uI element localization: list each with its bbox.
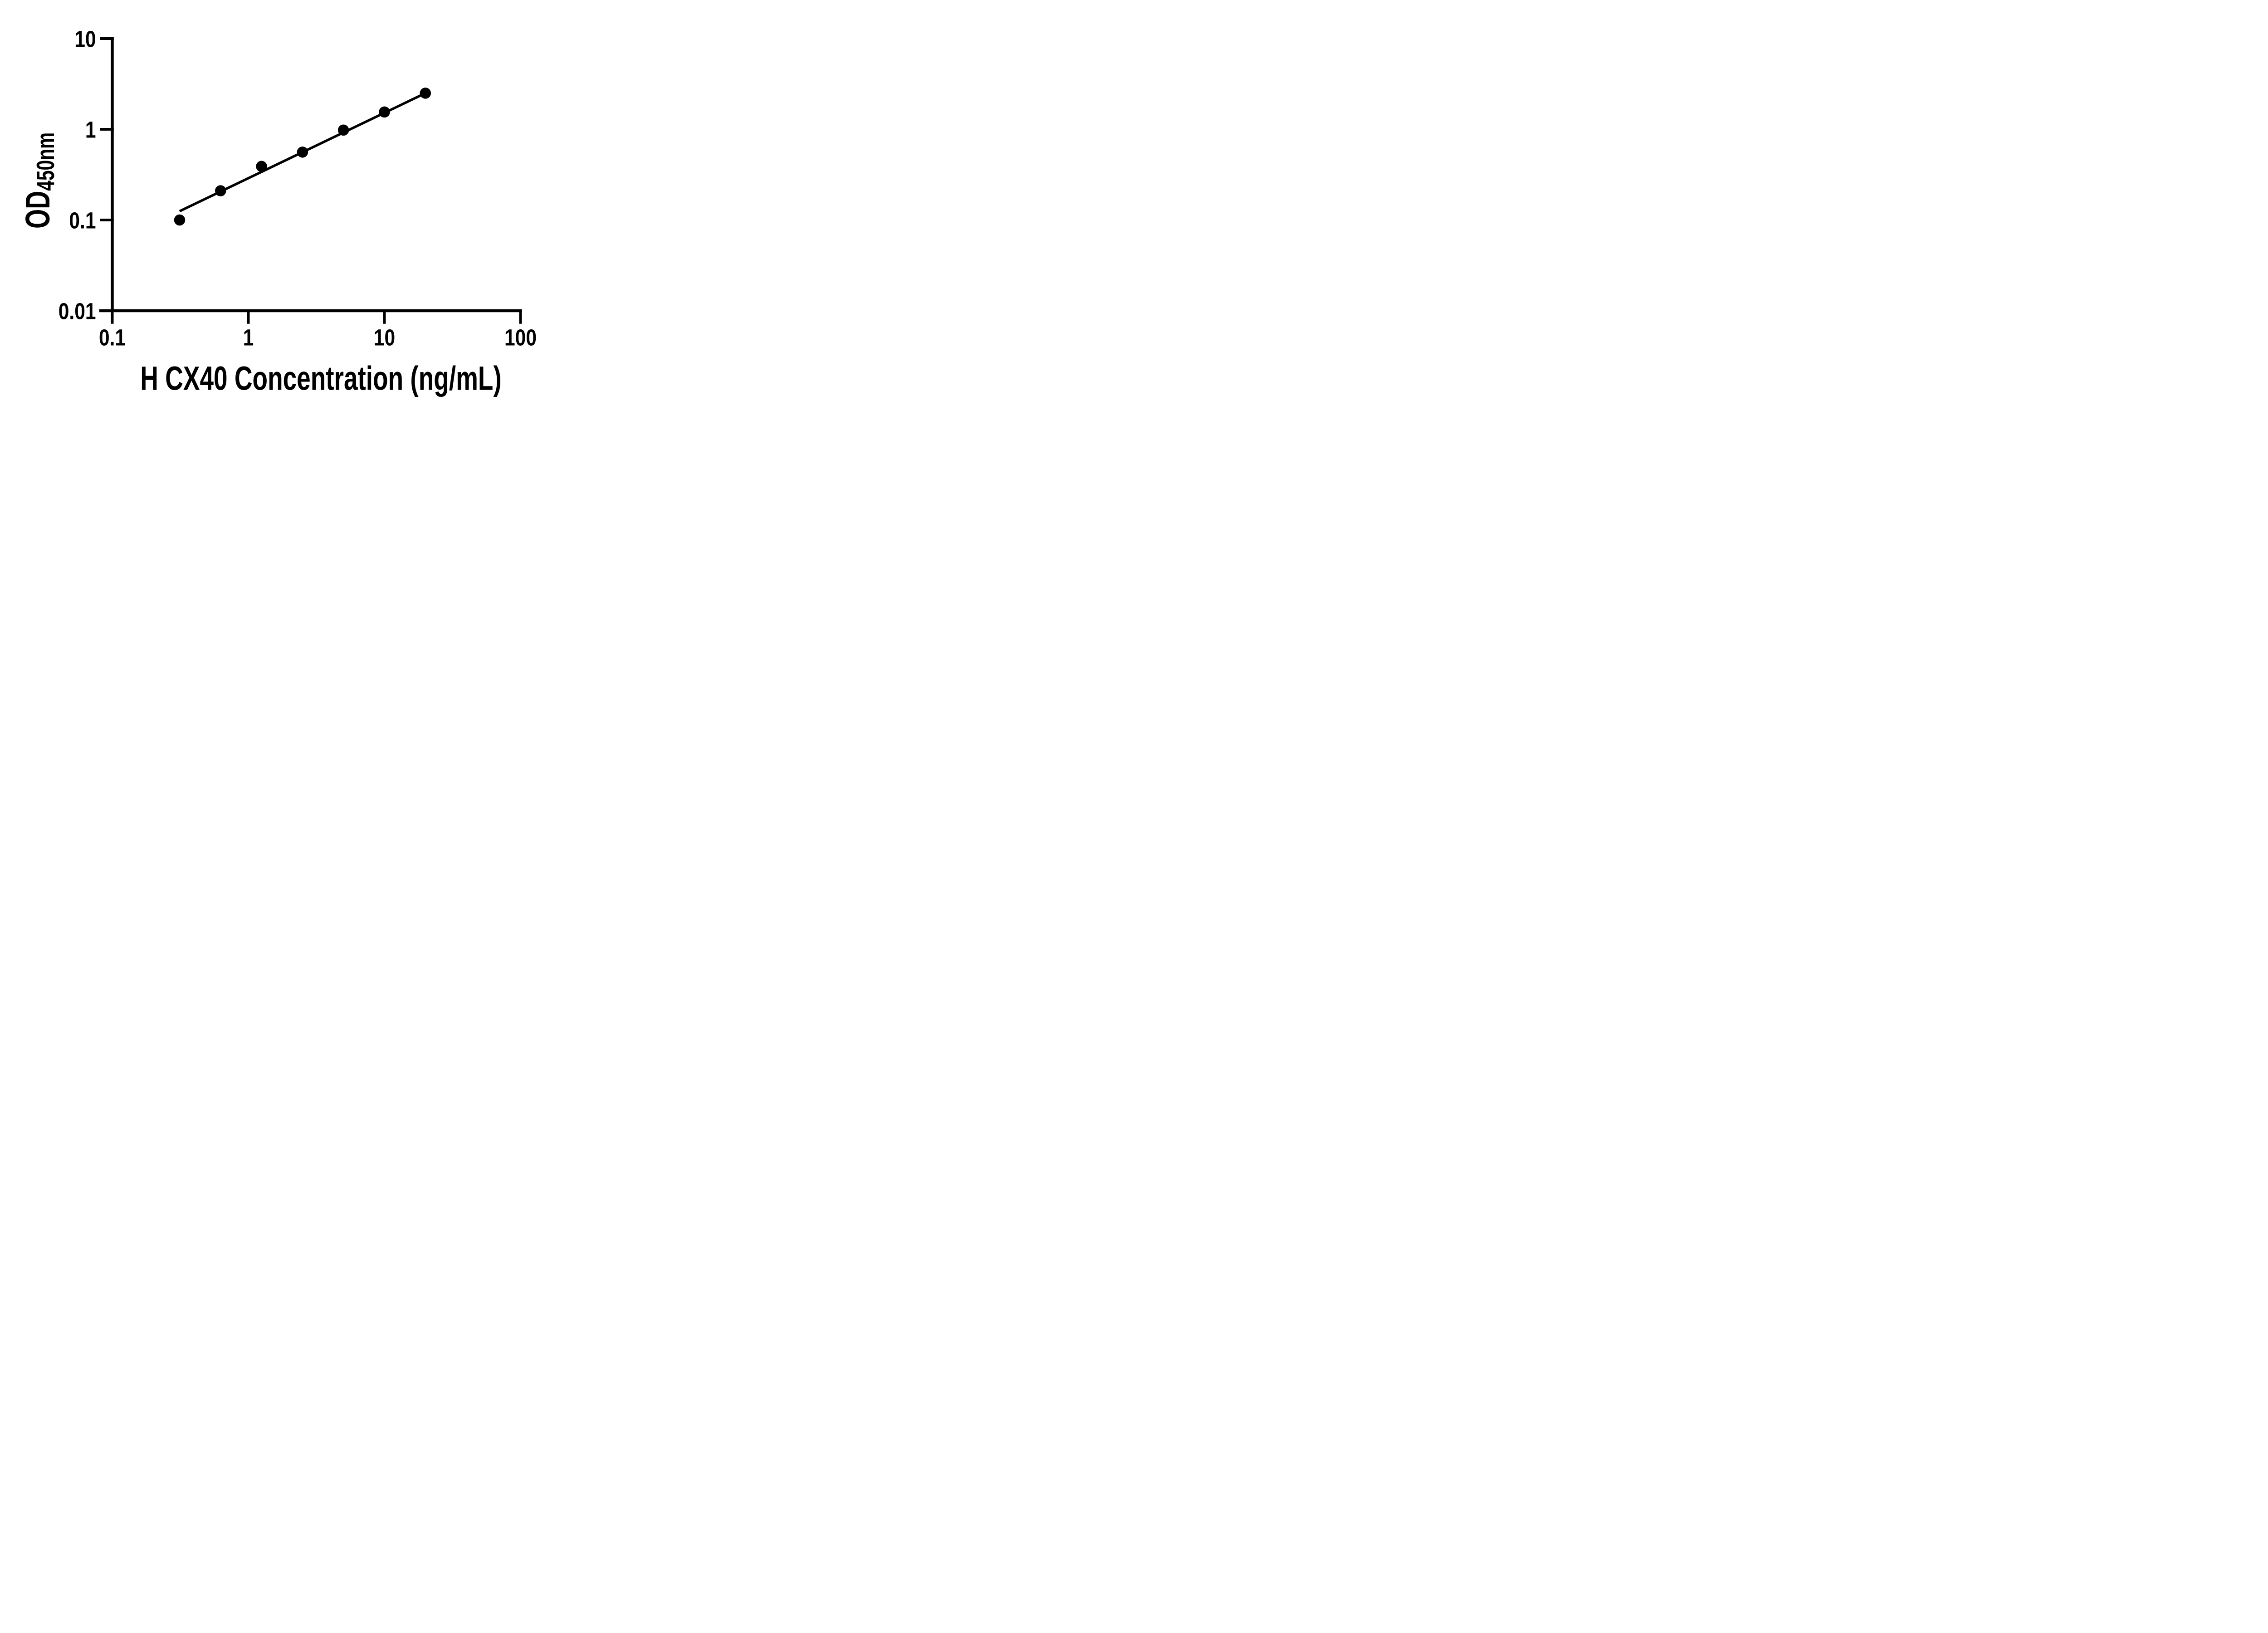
y-tick-label: 0.1 bbox=[69, 207, 96, 233]
x-tick-label: 1 bbox=[243, 324, 254, 350]
x-ticks bbox=[111, 311, 522, 324]
data-point bbox=[337, 124, 349, 136]
y-ticks bbox=[100, 37, 114, 312]
x-tick-label: 0.1 bbox=[99, 324, 126, 350]
y-axis-title-main: OD bbox=[19, 191, 57, 229]
data-point bbox=[256, 161, 267, 172]
y-tick-label: 1 bbox=[85, 116, 96, 142]
x-tick-label: 10 bbox=[374, 324, 395, 350]
data-point bbox=[174, 214, 186, 226]
data-point bbox=[297, 147, 308, 158]
y-tick-labels: 10 1 0.1 0.01 bbox=[59, 25, 96, 324]
data-points bbox=[174, 88, 431, 226]
y-axis-title-sub: 450nm bbox=[32, 132, 59, 191]
y-tick-label: 10 bbox=[74, 25, 96, 52]
y-axis-title: OD450nm bbox=[19, 132, 60, 229]
data-point bbox=[215, 185, 226, 196]
x-axis-title: H CX40 Concentration (ng/mL) bbox=[140, 360, 502, 397]
elisa-standard-curve-figure: 0.1 1 10 100 10 1 0.1 0.01 H CX40 Concentratio… bbox=[0, 0, 583, 408]
x-tick-label: 100 bbox=[504, 324, 537, 350]
y-tick-label: 0.01 bbox=[59, 298, 96, 324]
data-point bbox=[420, 88, 431, 99]
x-tick-labels: 0.1 1 10 100 bbox=[99, 324, 537, 350]
data-point bbox=[379, 106, 390, 118]
